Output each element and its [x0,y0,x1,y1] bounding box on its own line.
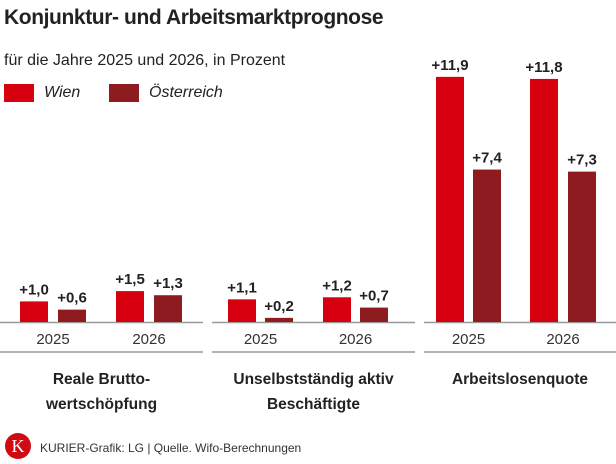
data-label: +1,1 [227,279,257,296]
data-label: +0,7 [359,288,389,305]
legend-label-oesterreich: Österreich [149,84,223,101]
group-label: Reale Brutto- [53,371,150,388]
bar [58,309,86,322]
footer-credit: KURIER-Grafik: LG | Quelle. Wifo-Berechn… [40,441,302,455]
kurier-logo: K [5,433,31,459]
x-tick-label: 2026 [132,331,165,348]
legend-item-oesterreich: Österreich [109,84,223,102]
bar [473,169,501,322]
x-tick-label: 2025 [452,331,485,348]
bar [228,299,256,322]
data-label: +0,6 [57,290,87,307]
chart-title: Konjunktur- und Arbeitsmarktprognose [4,6,384,29]
legend-swatch-oesterreich [109,84,139,102]
legend-swatch-wien [4,84,34,102]
data-label: +11,8 [525,59,562,76]
data-label: +1,5 [115,271,145,288]
data-label: +1,3 [153,275,183,292]
bar [568,171,596,322]
x-tick-label: 2026 [546,331,579,348]
data-label: +7,4 [472,150,502,167]
x-tick-label: 2025 [244,331,277,348]
group-label: wertschöpfung [45,396,157,413]
x-tick-label: 2026 [339,331,372,348]
bar [530,78,558,322]
bar [154,295,182,322]
bar [360,307,388,322]
group-label: Unselbstständig aktiv [233,371,394,388]
group-label: Beschäftigte [267,396,360,413]
chart-subtitle: für die Jahre 2025 und 2026, in Prozent [4,52,286,69]
data-label: +7,3 [567,152,597,169]
bar [116,291,144,322]
legend-item-wien: Wien [4,84,80,102]
data-label: +1,0 [19,281,49,298]
bar [20,301,48,322]
data-label: +0,2 [264,298,294,315]
bar [265,317,293,322]
group-label: Arbeitslosenquote [452,371,588,388]
data-label: +1,2 [322,277,352,294]
bar [323,297,351,322]
data-label: +11,9 [431,57,468,74]
bar [436,76,464,322]
x-tick-label: 2025 [36,331,69,348]
legend-label-wien: Wien [44,84,81,101]
